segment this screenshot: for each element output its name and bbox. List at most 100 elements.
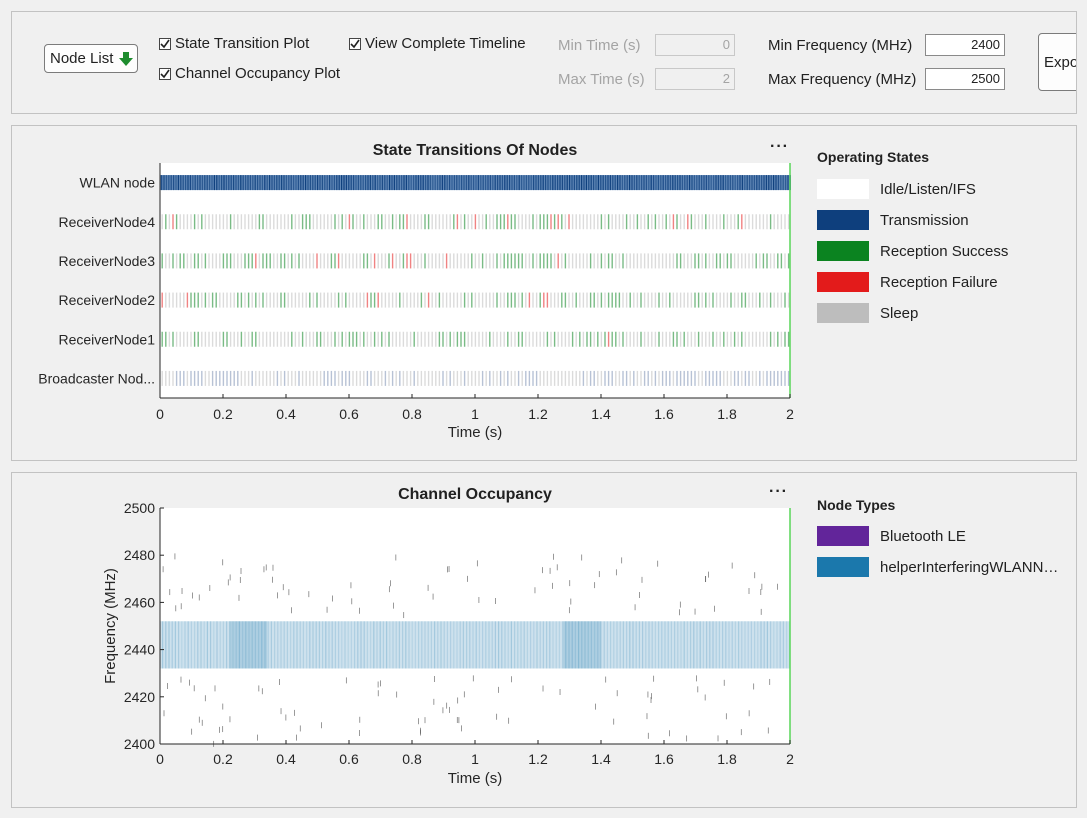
state-bar	[168, 253, 171, 269]
state-transitions-panel: State Transitions Of Nodes ··· WLAN node…	[11, 125, 1077, 461]
occupancy-x-tick-label: 0.6	[339, 751, 359, 767]
state-bar	[640, 253, 642, 269]
state-bar	[629, 331, 631, 347]
state-bar	[377, 370, 379, 386]
wlan-occupancy-burst	[763, 621, 765, 669]
state-bar	[415, 175, 417, 191]
wlan-occupancy-burst	[498, 621, 500, 669]
wlan-occupancy-burst	[610, 621, 612, 669]
state-bar	[211, 253, 214, 269]
state-bar	[438, 331, 441, 347]
view-complete-timeline-checkbox[interactable]: View Complete Timeline	[349, 35, 526, 52]
state-bar	[399, 331, 401, 347]
wlan-occupancy-burst	[280, 621, 282, 669]
state-bar	[297, 175, 299, 191]
state-bar	[183, 370, 185, 386]
state-y-tick-label: ReceiverNode3	[59, 253, 156, 269]
state-bar	[697, 292, 700, 308]
state-bar	[276, 175, 278, 191]
operating-state-legend-item: Idle/Listen/IFS	[817, 179, 976, 199]
wlan-occupancy-burst	[411, 621, 413, 669]
max-time-field[interactable]: 2	[655, 68, 735, 90]
wlan-occupancy-burst	[728, 621, 730, 669]
state-bar	[672, 331, 675, 347]
node-type-legend-swatch	[817, 557, 869, 577]
state-bar	[330, 331, 333, 347]
state-bar	[345, 331, 347, 347]
state-bar	[405, 175, 407, 191]
state-bar	[373, 214, 376, 230]
max-frequency-field[interactable]: 2500	[925, 68, 1005, 90]
state-chart-menu-icon[interactable]: ···	[770, 138, 789, 155]
state-bar	[552, 175, 554, 191]
state-bar	[417, 214, 419, 230]
state-bar	[197, 331, 199, 347]
state-bar	[305, 214, 307, 230]
state-bar	[571, 253, 574, 269]
state-bar	[244, 331, 246, 347]
wlan-occupancy-burst	[734, 621, 736, 669]
state-bar	[582, 253, 585, 269]
wlan-occupancy-burst	[786, 621, 788, 669]
state-bar	[449, 214, 451, 230]
state-bar	[733, 292, 736, 308]
state-bar	[689, 175, 691, 191]
wlan-occupancy-burst	[222, 621, 224, 669]
channel-occupancy-plot-checkbox[interactable]: Channel Occupancy Plot	[159, 65, 340, 82]
state-bar	[658, 253, 660, 269]
wlan-occupancy-burst	[600, 621, 602, 669]
state-bar	[507, 292, 509, 308]
state-bar	[163, 175, 165, 191]
state-bar	[633, 214, 635, 230]
state-bar	[197, 292, 199, 308]
state-bar	[293, 175, 295, 191]
state-bar	[377, 214, 379, 230]
state-bar	[413, 175, 415, 191]
state-bar	[528, 292, 531, 308]
state-bar	[445, 331, 448, 347]
node-list-button[interactable]: Node List	[44, 44, 138, 73]
state-bar	[496, 253, 498, 269]
wlan-occupancy-burst	[690, 621, 692, 669]
state-bar	[532, 292, 534, 308]
operating-state-legend-swatch	[817, 303, 869, 323]
state-bar	[499, 331, 502, 347]
state-bar	[787, 214, 790, 230]
state-bar	[780, 292, 783, 308]
state-bar	[477, 175, 479, 191]
state-bar	[722, 175, 724, 191]
export-button[interactable]: Expo	[1038, 33, 1076, 91]
state-bar	[168, 370, 171, 386]
min-time-label: Min Time (s)	[558, 37, 641, 54]
state-bar	[294, 253, 297, 269]
state-bar	[480, 175, 482, 191]
state-bar	[759, 253, 761, 269]
occupancy-chart-menu-icon[interactable]: ···	[769, 483, 788, 500]
state-bar	[697, 253, 700, 269]
state-bar	[446, 175, 448, 191]
state-bar	[463, 370, 466, 386]
state-bar	[618, 253, 621, 269]
state-bar	[510, 370, 513, 386]
state-bar	[283, 175, 285, 191]
checkbox-check-icon	[159, 37, 171, 50]
min-time-field[interactable]: 0	[655, 34, 735, 56]
state-bar	[384, 331, 387, 347]
wlan-occupancy-burst	[341, 621, 343, 669]
state-bar	[359, 253, 361, 269]
wlan-occupancy-burst	[638, 621, 640, 669]
state-bar	[399, 370, 401, 386]
state-bar	[661, 253, 664, 269]
state-bar	[175, 175, 177, 191]
state-bar	[604, 370, 606, 386]
state-bar	[624, 175, 626, 191]
state-bar	[499, 214, 502, 230]
min-frequency-field[interactable]: 2400	[925, 34, 1005, 56]
state-bar	[564, 214, 567, 230]
wlan-occupancy-burst	[386, 621, 388, 669]
state-bar	[687, 370, 689, 386]
state-bar	[409, 214, 412, 230]
state-transition-plot-checkbox[interactable]: State Transition Plot	[159, 35, 309, 52]
state-bar	[604, 253, 606, 269]
state-bar	[467, 292, 469, 308]
